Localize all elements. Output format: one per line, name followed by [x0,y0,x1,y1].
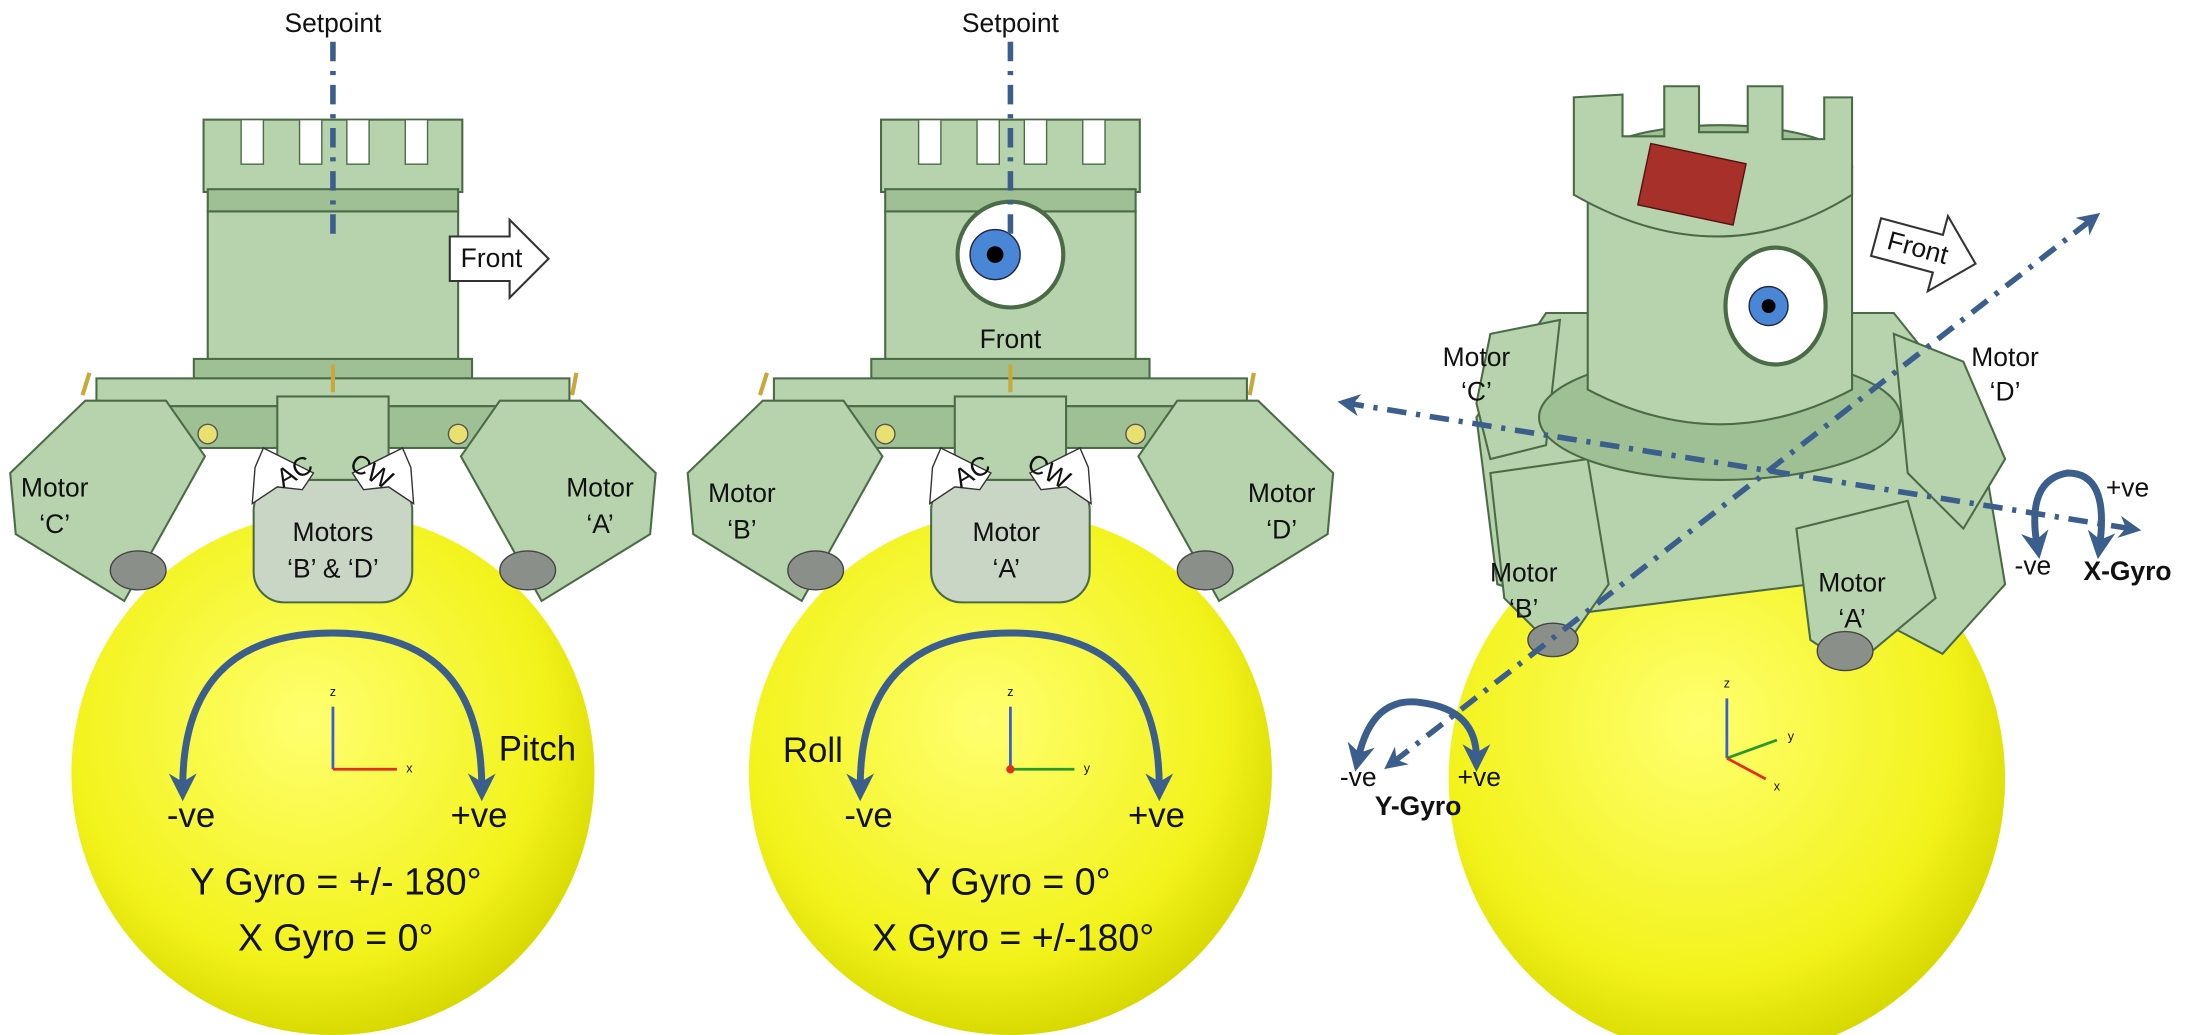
axis-label: z [330,685,336,699]
front-label: Front [1884,225,1952,270]
motor-label: ‘A’ [586,509,613,539]
motor-label: ‘D’ [1990,377,2021,407]
axis-label: y [1788,730,1795,744]
rotation-label: Roll [783,732,843,770]
axis-label: y [1084,762,1091,776]
rotation-label: Pitch [499,730,576,768]
axis-label: z [1724,677,1730,691]
panel-pitch: Setpoint Front AC CW Motor ‘C’ Motor ‘A’… [10,8,655,1035]
reading: Y Gyro = +/- 180° [190,861,482,903]
motor-label: ‘D’ [1266,514,1297,544]
negative-label: -ve [844,797,892,835]
front-arrow: Front [1869,213,1977,294]
motor-label: Motor [21,473,89,503]
positive-label: +ve [450,797,507,835]
motor-label: ‘A’ [993,553,1020,583]
panel-isometric: Front Motor ‘C’ Motor ‘D’ Motor ‘B’ Moto… [1337,85,2172,1035]
motor-label: ‘C’ [39,509,70,539]
x-gyro-arrow [2021,469,2116,560]
y-gyro-axis [1384,212,2101,770]
axis-x [1006,765,1015,774]
negative-label: -ve [2015,551,2052,581]
y-gyro-label: Y-Gyro [1375,791,1462,821]
x-gyro-label: X-Gyro [2083,556,2171,586]
setpoint-label: Setpoint [962,8,1060,38]
panel-roll: Setpoint Front AC CW Motor ‘B’ Motor ‘D’… [688,8,1333,1035]
motor-label: Motor [566,473,634,503]
rotation-arrow [168,629,496,802]
y-gyro-arrow [1347,698,1491,773]
front-label: Front [980,324,1042,354]
negative-label: -ve [1340,762,1377,792]
reading: X Gyro = +/-180° [872,916,1154,958]
axis-label: z [1007,685,1013,699]
front-arrow [448,217,551,301]
front-label: Front [461,243,523,273]
motor-label: Motors [293,517,374,547]
setpoint-label: Setpoint [284,8,382,38]
motor-label: Motor [1971,342,2039,372]
motor-label: Motor [708,478,776,508]
reading: X Gyro = 0° [238,916,434,958]
rotation-arrow [846,629,1174,802]
motor-label: ‘B’ [727,514,756,544]
motor-label: Motor [1248,478,1316,508]
motor-label: Motor [1443,342,1511,372]
axis-label: x [1774,780,1781,794]
motor-label: Motor [1818,567,1886,597]
motor-label: ‘B’ & ‘D’ [287,553,379,583]
motor-label: ‘A’ [1838,603,1865,633]
motor-label: ‘B’ [1509,594,1538,624]
motor-label: Motor [972,517,1040,547]
axis-label: x [406,762,413,776]
reading: Y Gyro = 0° [916,861,1111,903]
positive-label: +ve [1128,797,1185,835]
axis-y [1726,738,1778,760]
pupil [986,246,1004,263]
negative-label: -ve [167,797,215,835]
axis-x [1726,756,1767,781]
positive-label: +ve [1458,762,1501,792]
motor-label: Motor [1490,558,1558,588]
positive-label: +ve [2106,473,2149,503]
motor-label: ‘C’ [1461,377,1492,407]
